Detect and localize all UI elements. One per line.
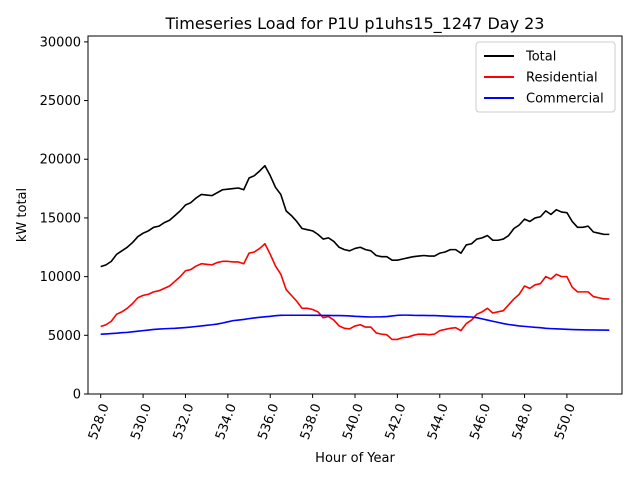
x-tick-label: 550.0 — [552, 402, 579, 442]
y-tick-label: 0 — [73, 388, 81, 403]
x-tick-label: 542.0 — [383, 402, 410, 442]
x-tick-label: 534.0 — [213, 402, 240, 442]
y-axis-label: kW total — [15, 188, 30, 242]
y-tick-label: 10000 — [40, 270, 81, 285]
series-layer — [100, 164, 610, 341]
y-axis: 0 5000 10000 15000 20000 25000 30000 — [40, 35, 88, 403]
y-tick-label: 5000 — [48, 329, 81, 344]
legend-label-commercial: Commercial — [526, 92, 604, 107]
x-tick-label: 530.0 — [128, 402, 155, 442]
x-tick-label: 548.0 — [510, 402, 537, 442]
series-line-commercial — [100, 314, 610, 335]
y-tick-label: 25000 — [40, 94, 81, 109]
y-tick-label: 30000 — [40, 35, 81, 50]
x-tick-label: 536.0 — [255, 402, 282, 442]
x-tick-label: 538.0 — [298, 402, 325, 442]
x-axis-label: Hour of Year — [315, 451, 395, 466]
legend-label-total: Total — [525, 50, 556, 65]
x-tick-label: 544.0 — [425, 402, 452, 442]
series-line-residential — [100, 242, 610, 341]
legend: Total Residential Commercial — [475, 41, 616, 113]
y-tick-label: 15000 — [40, 211, 81, 226]
x-tick-label: 546.0 — [467, 402, 494, 442]
legend-box — [475, 41, 616, 113]
x-tick-label: 528.0 — [86, 402, 113, 442]
chart-title: Timeseries Load for P1U p1uhs15_1247 Day… — [165, 14, 545, 34]
y-tick-label: 20000 — [40, 153, 81, 168]
series-line-total — [100, 164, 610, 268]
x-tick-label: 532.0 — [171, 402, 198, 442]
x-axis: 528.0 530.0 532.0 534.0 536.0 538.0 540.0 542.0… — [86, 394, 579, 442]
x-tick-label: 540.0 — [340, 402, 367, 442]
legend-label-residential: Residential — [526, 71, 598, 86]
